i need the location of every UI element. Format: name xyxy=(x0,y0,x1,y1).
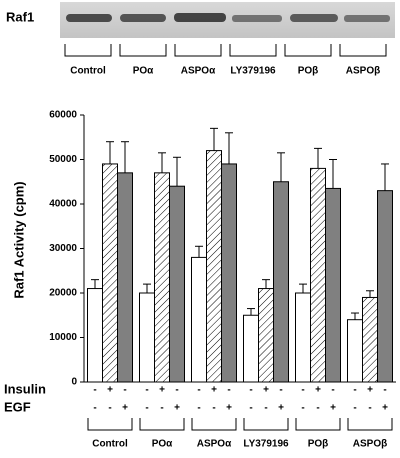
bar xyxy=(139,292,155,383)
x-tick-label: LY379196 xyxy=(243,439,289,450)
y-tick-label: 30000 xyxy=(49,243,77,254)
x-tick-label: POα xyxy=(152,439,173,450)
treatment-sign: - xyxy=(249,403,252,414)
treatment-sign: - xyxy=(264,403,267,414)
x-tick-label: ASPOβ xyxy=(353,439,387,450)
treatment-sign: + xyxy=(382,403,388,414)
treatment-sign: - xyxy=(279,385,282,396)
treatment-sign: - xyxy=(383,385,386,396)
bar xyxy=(154,172,170,383)
treatment-sign: + xyxy=(122,403,128,414)
y-tick-label: 50000 xyxy=(49,154,77,165)
treatment-sign: - xyxy=(368,403,371,414)
treatment-sign: + xyxy=(174,403,180,414)
treatment-sign: - xyxy=(123,385,126,396)
treatment-sign: - xyxy=(353,385,356,396)
y-tick-label: 0 xyxy=(71,377,77,388)
treatment-sign: - xyxy=(353,403,356,414)
treatment-sign: + xyxy=(107,385,113,396)
y-tick-label: 60000 xyxy=(49,110,77,121)
bar xyxy=(243,314,259,383)
treatment-sign: - xyxy=(331,385,334,396)
bar xyxy=(377,190,393,383)
blot-lane-label: POβ xyxy=(298,66,319,77)
bar xyxy=(117,172,133,383)
treatment-sign: + xyxy=(263,385,269,396)
treatment-sign: + xyxy=(211,385,217,396)
bar xyxy=(102,163,118,383)
treatment-label: Insulin xyxy=(4,381,46,396)
y-tick-label: 10000 xyxy=(49,332,77,343)
treatment-sign: - xyxy=(227,385,230,396)
bar xyxy=(169,185,185,383)
group-bracket xyxy=(347,418,393,431)
treatment-sign: - xyxy=(249,385,252,396)
treatment-sign: - xyxy=(93,403,96,414)
x-tick-label: Control xyxy=(92,439,128,450)
treatment-sign: + xyxy=(367,385,373,396)
treatment-sign: + xyxy=(330,403,336,414)
bar xyxy=(206,150,222,383)
treatment-sign: - xyxy=(108,403,111,414)
bar xyxy=(310,167,326,383)
treatment-sign: - xyxy=(145,385,148,396)
bar xyxy=(87,288,103,383)
x-tick-label: POβ xyxy=(308,439,329,450)
bar xyxy=(273,181,289,383)
treatment-sign: - xyxy=(212,403,215,414)
group-bracket xyxy=(87,418,133,431)
group-bracket xyxy=(243,418,289,431)
treatment-sign: - xyxy=(160,403,163,414)
blot-bracket xyxy=(339,44,387,57)
treatment-sign: + xyxy=(278,403,284,414)
blot-lane-label: ASPOα xyxy=(181,66,216,77)
bar xyxy=(362,296,378,383)
group-bracket xyxy=(295,418,341,431)
y-tick-label: 20000 xyxy=(49,288,77,299)
treatment-label: EGF xyxy=(4,399,31,414)
blot-image xyxy=(60,2,395,38)
y-tick-label: 40000 xyxy=(49,199,77,210)
treatment-sign: - xyxy=(301,403,304,414)
bar xyxy=(295,292,311,383)
blot-lane-label: Control xyxy=(70,66,106,77)
blot-bracket xyxy=(174,44,222,57)
treatment-sign: - xyxy=(197,403,200,414)
blot-lane-label: POα xyxy=(133,66,154,77)
treatment-sign: + xyxy=(159,385,165,396)
bar xyxy=(258,288,274,383)
blot-lane-label: LY379196 xyxy=(230,66,276,77)
blot-label: Raf1 xyxy=(6,9,34,24)
treatment-sign: - xyxy=(316,403,319,414)
blot-bracket xyxy=(229,44,277,57)
treatment-sign: - xyxy=(93,385,96,396)
treatment-sign: + xyxy=(315,385,321,396)
bar xyxy=(325,187,341,383)
group-bracket xyxy=(139,418,185,431)
treatment-sign: - xyxy=(175,385,178,396)
blot-bands xyxy=(66,13,390,22)
blot-lane-label: ASPOβ xyxy=(346,66,380,77)
bar xyxy=(221,163,237,383)
bar xyxy=(347,319,363,383)
bar xyxy=(191,256,207,383)
y-axis-label: Raf1 Activity (cpm) xyxy=(11,181,26,298)
blot-bracket xyxy=(64,44,112,57)
blot-bracket xyxy=(284,44,332,57)
treatment-sign: - xyxy=(197,385,200,396)
group-bracket xyxy=(191,418,237,431)
blot-bracket xyxy=(119,44,167,57)
x-tick-label: ASPOα xyxy=(197,439,232,450)
treatment-sign: - xyxy=(145,403,148,414)
treatment-sign: - xyxy=(301,385,304,396)
treatment-sign: + xyxy=(226,403,232,414)
